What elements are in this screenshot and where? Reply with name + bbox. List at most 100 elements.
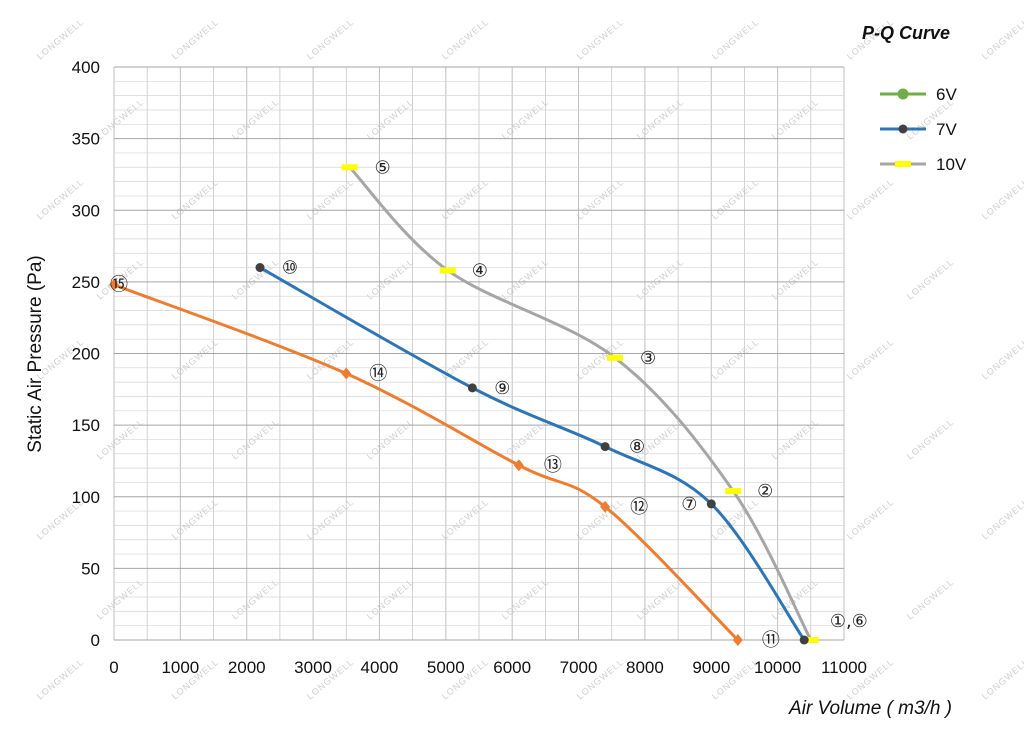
- x-tick-label: 5000: [427, 658, 465, 677]
- data-point-7v: [706, 499, 716, 509]
- watermark-text: LONGWELL: [980, 17, 1024, 62]
- x-tick-label: 2000: [228, 658, 266, 677]
- data-point-label: ②: [757, 481, 773, 502]
- data-point-label: ⑬: [544, 455, 562, 476]
- watermark-text: LONGWELL: [845, 497, 896, 542]
- y-tick-label: 200: [72, 345, 100, 364]
- watermark-text: LONGWELL: [980, 177, 1024, 222]
- watermark-text: LONGWELL: [305, 177, 356, 222]
- data-point-label: ④: [472, 260, 488, 281]
- x-tick-label: 7000: [560, 658, 598, 677]
- watermark-text: LONGWELL: [35, 657, 86, 702]
- x-tick-label: 1000: [161, 658, 199, 677]
- watermark-layer: LONGWELL LONGWELL LONGWELL LONGWELL LONGWELL…: [35, 17, 1024, 702]
- data-point-10v: [607, 354, 624, 361]
- watermark-text: LONGWELL: [230, 97, 281, 142]
- y-tick-label: 50: [81, 559, 100, 578]
- watermark-text: LONGWELL: [365, 97, 416, 142]
- watermark-text: LONGWELL: [365, 417, 416, 462]
- x-tick-label: 8000: [626, 658, 664, 677]
- data-point-label: ⑩: [282, 258, 298, 279]
- series-line-10v: [348, 165, 813, 642]
- y-tick-label: 400: [72, 58, 100, 77]
- watermark-text: LONGWELL: [575, 17, 626, 62]
- legend-label-10v: 10V: [936, 155, 967, 174]
- watermark-text: LONGWELL: [905, 257, 956, 302]
- watermark-text: LONGWELL: [905, 577, 956, 622]
- x-tick-label: 9000: [692, 658, 730, 677]
- legend: 6V 7V 10V: [880, 85, 967, 174]
- data-point-label: ⑫: [630, 497, 648, 518]
- data-point-10v: [341, 164, 358, 171]
- legend-label-6v: 6V: [936, 85, 957, 104]
- data-point-7v: [467, 383, 477, 393]
- watermark-text: LONGWELL: [845, 177, 896, 222]
- x-tick-label: 6000: [493, 658, 531, 677]
- y-tick-label: 150: [72, 416, 100, 435]
- legend-marker-10v: [895, 161, 911, 167]
- x-tick-label: 0: [109, 658, 118, 677]
- y-tick-label: 100: [72, 488, 100, 507]
- watermark-text: LONGWELL: [710, 177, 761, 222]
- series-line-unlabeled: [112, 283, 740, 642]
- data-point-label: ⑦: [681, 494, 697, 515]
- watermark-text: LONGWELL: [170, 337, 221, 382]
- y-tick-label: 250: [72, 273, 100, 292]
- data-point-unlabeled: [600, 500, 611, 513]
- watermark-text: LONGWELL: [95, 577, 146, 622]
- watermark-text: LONGWELL: [230, 577, 281, 622]
- watermark-text: LONGWELL: [710, 17, 761, 62]
- legend-marker-6v: [897, 88, 909, 100]
- watermark-text: LONGWELL: [305, 17, 356, 62]
- data-point-label: ⑮: [110, 275, 128, 296]
- data-point-unlabeled: [109, 278, 119, 291]
- x-tick-label: 11000: [821, 658, 867, 677]
- legend-label-7v: 7V: [936, 120, 957, 139]
- data-point-label: ⑪: [762, 630, 780, 651]
- data-point-7v: [255, 263, 265, 273]
- watermark-text: LONGWELL: [230, 257, 281, 302]
- data-point-label: ③: [640, 348, 656, 369]
- data-point-10v: [802, 637, 819, 643]
- watermark-text: LONGWELL: [440, 177, 491, 222]
- data-point-7v: [799, 635, 809, 645]
- watermark-text: LONGWELL: [845, 337, 896, 382]
- watermark-text: LONGWELL: [440, 17, 491, 62]
- watermark-text: LONGWELL: [95, 97, 146, 142]
- watermark-text: LONGWELL: [305, 497, 356, 542]
- watermark-text: LONGWELL: [980, 497, 1024, 542]
- series-line-7v: [258, 266, 806, 642]
- watermark-text: LONGWELL: [500, 577, 551, 622]
- data-point-label: ⑧: [629, 437, 645, 458]
- watermark-text: LONGWELL: [365, 577, 416, 622]
- y-axis-title: Static Air Pressure (Pa): [25, 255, 46, 452]
- data-point-unlabeled: [513, 459, 524, 472]
- x-tick-label: 10000: [754, 658, 801, 677]
- watermark-text: LONGWELL: [500, 257, 551, 302]
- point-label-layer: ⑤ ④ ③ ② ①,⑥ ⑩ ⑨ ⑧ ⑦ ⑮ ⑭ ⑬ ⑫ ⑪: [110, 157, 868, 651]
- watermark-text: LONGWELL: [440, 497, 491, 542]
- watermark-text: LONGWELL: [170, 497, 221, 542]
- x-axis-title: Air Volume ( m3/h ): [788, 698, 952, 719]
- y-tick-label: 300: [72, 201, 100, 220]
- watermark-text: LONGWELL: [980, 657, 1024, 702]
- grid: [113, 66, 845, 641]
- watermark-text: LONGWELL: [365, 257, 416, 302]
- axes: 0 1000 2000 3000 4000 5000 6000 7000 8000 9000 100…: [72, 58, 867, 677]
- legend-marker-7v: [898, 124, 908, 134]
- watermark-text: LONGWELL: [710, 337, 761, 382]
- watermark-text: LONGWELL: [980, 337, 1024, 382]
- data-point-label: ①,⑥: [830, 611, 868, 632]
- data-point-label: ⑨: [494, 378, 510, 399]
- y-tick-label: 350: [72, 130, 100, 149]
- x-tick-label: 4000: [361, 658, 399, 677]
- data-point-label: ⑤: [375, 157, 391, 178]
- data-point-unlabeled: [341, 367, 352, 380]
- watermark-text: LONGWELL: [170, 17, 221, 62]
- watermark-text: LONGWELL: [170, 177, 221, 222]
- data-point-7v: [600, 442, 610, 452]
- data-point-10v: [725, 488, 742, 495]
- data-point-unlabeled: [732, 634, 743, 646]
- series-layer: [109, 164, 819, 646]
